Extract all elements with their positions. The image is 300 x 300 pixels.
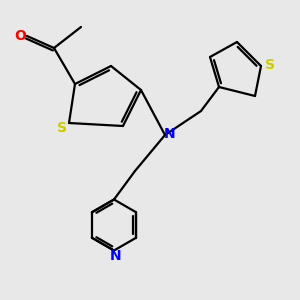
Text: N: N [110, 250, 121, 263]
Text: O: O [14, 29, 26, 43]
Text: S: S [265, 58, 275, 72]
Text: N: N [164, 127, 175, 140]
Text: S: S [57, 121, 67, 135]
